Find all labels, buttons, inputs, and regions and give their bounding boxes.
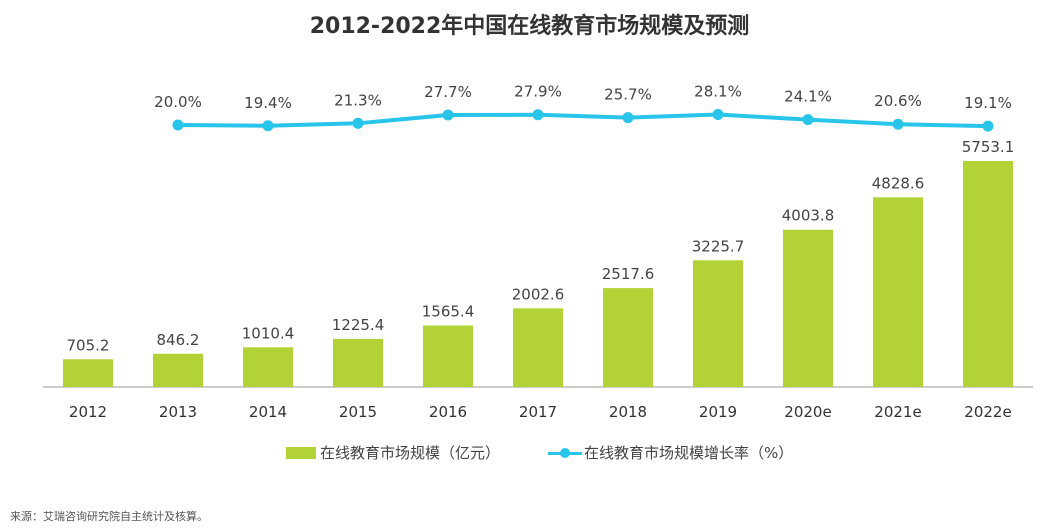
legend-label-line: 在线教育市场规模增长率（%）: [584, 444, 794, 462]
x-tick-label: 2017: [519, 403, 557, 421]
growth-data-label: 27.9%: [514, 83, 562, 101]
growth-data-label: 28.1%: [694, 82, 742, 100]
bar: [333, 338, 383, 387]
legend-item-line: 在线教育市场规模增长率（%）: [548, 442, 793, 463]
x-tick-label: 2019: [699, 403, 737, 421]
bar: [63, 359, 113, 387]
bar: [513, 308, 563, 387]
bar: [153, 353, 203, 387]
growth-data-label: 19.1%: [964, 94, 1012, 112]
growth-point: [712, 108, 724, 120]
bar: [693, 260, 743, 387]
chart: 705.2 2012 846.2 2013 1010.4 2014 1225.4 2015 15…: [43, 82, 1033, 421]
bar: [423, 325, 473, 387]
growth-point: [352, 117, 364, 129]
x-tick-label: 2013: [159, 403, 197, 421]
x-tick-label: 2018: [609, 403, 647, 421]
x-tick-label: 2014: [249, 403, 287, 421]
bar: [603, 288, 653, 387]
legend-swatch-bar: [286, 446, 316, 459]
growth-data-label: 25.7%: [604, 86, 652, 104]
bar: [873, 197, 923, 387]
x-tick-label: 2012: [69, 403, 107, 421]
growth-data-label: 24.1%: [784, 88, 832, 106]
bar-data-label: 5753.1: [962, 138, 1015, 156]
x-tick-label: 2016: [429, 403, 467, 421]
bar-data-label: 846.2: [157, 331, 200, 349]
growth-point: [802, 114, 814, 126]
growth-data-label: 27.7%: [424, 83, 472, 101]
bar-data-label: 1225.4: [332, 316, 385, 334]
bar-data-label: 3225.7: [692, 237, 745, 255]
bar-data-label: 1565.4: [422, 303, 475, 321]
growth-point: [892, 118, 904, 130]
x-tick-label: 2022e: [964, 403, 1011, 421]
bar-data-label: 4828.6: [872, 174, 925, 192]
x-tick-label: 2021e: [874, 403, 921, 421]
bar-data-label: 1010.4: [242, 324, 295, 342]
growth-point: [982, 120, 994, 132]
bar-data-label: 2517.6: [602, 265, 655, 283]
growth-data-label: 19.4%: [244, 94, 292, 112]
growth-point: [622, 112, 634, 124]
growth-data-label: 20.0%: [154, 93, 202, 111]
x-tick-label: 2015: [339, 403, 377, 421]
bar: [243, 347, 293, 387]
bar: [963, 161, 1013, 387]
legend-swatch-line: [548, 447, 582, 459]
bar-data-label: 2002.6: [512, 285, 565, 303]
bar: [783, 229, 833, 387]
growth-point: [262, 120, 274, 132]
source-note: 来源：艾瑞咨询研究院自主统计及核算。: [10, 510, 208, 523]
growth-point: [532, 109, 544, 121]
growth-line: [177, 112, 989, 129]
bar-data-label: 705.2: [67, 336, 110, 354]
bar-data-label: 4003.8: [782, 207, 835, 225]
legend-item-bar: 在线教育市场规模（亿元）: [286, 442, 500, 463]
growth-data-label: 20.6%: [874, 92, 922, 110]
growth-point: [172, 119, 184, 131]
legend-label-bar: 在线教育市场规模（亿元）: [320, 444, 501, 462]
growth-point: [442, 109, 454, 121]
chart-title: 2012-2022年中国在线教育市场规模及预测: [309, 14, 750, 39]
growth-data-label: 21.3%: [334, 91, 382, 109]
x-tick-label: 2020e: [784, 403, 831, 421]
